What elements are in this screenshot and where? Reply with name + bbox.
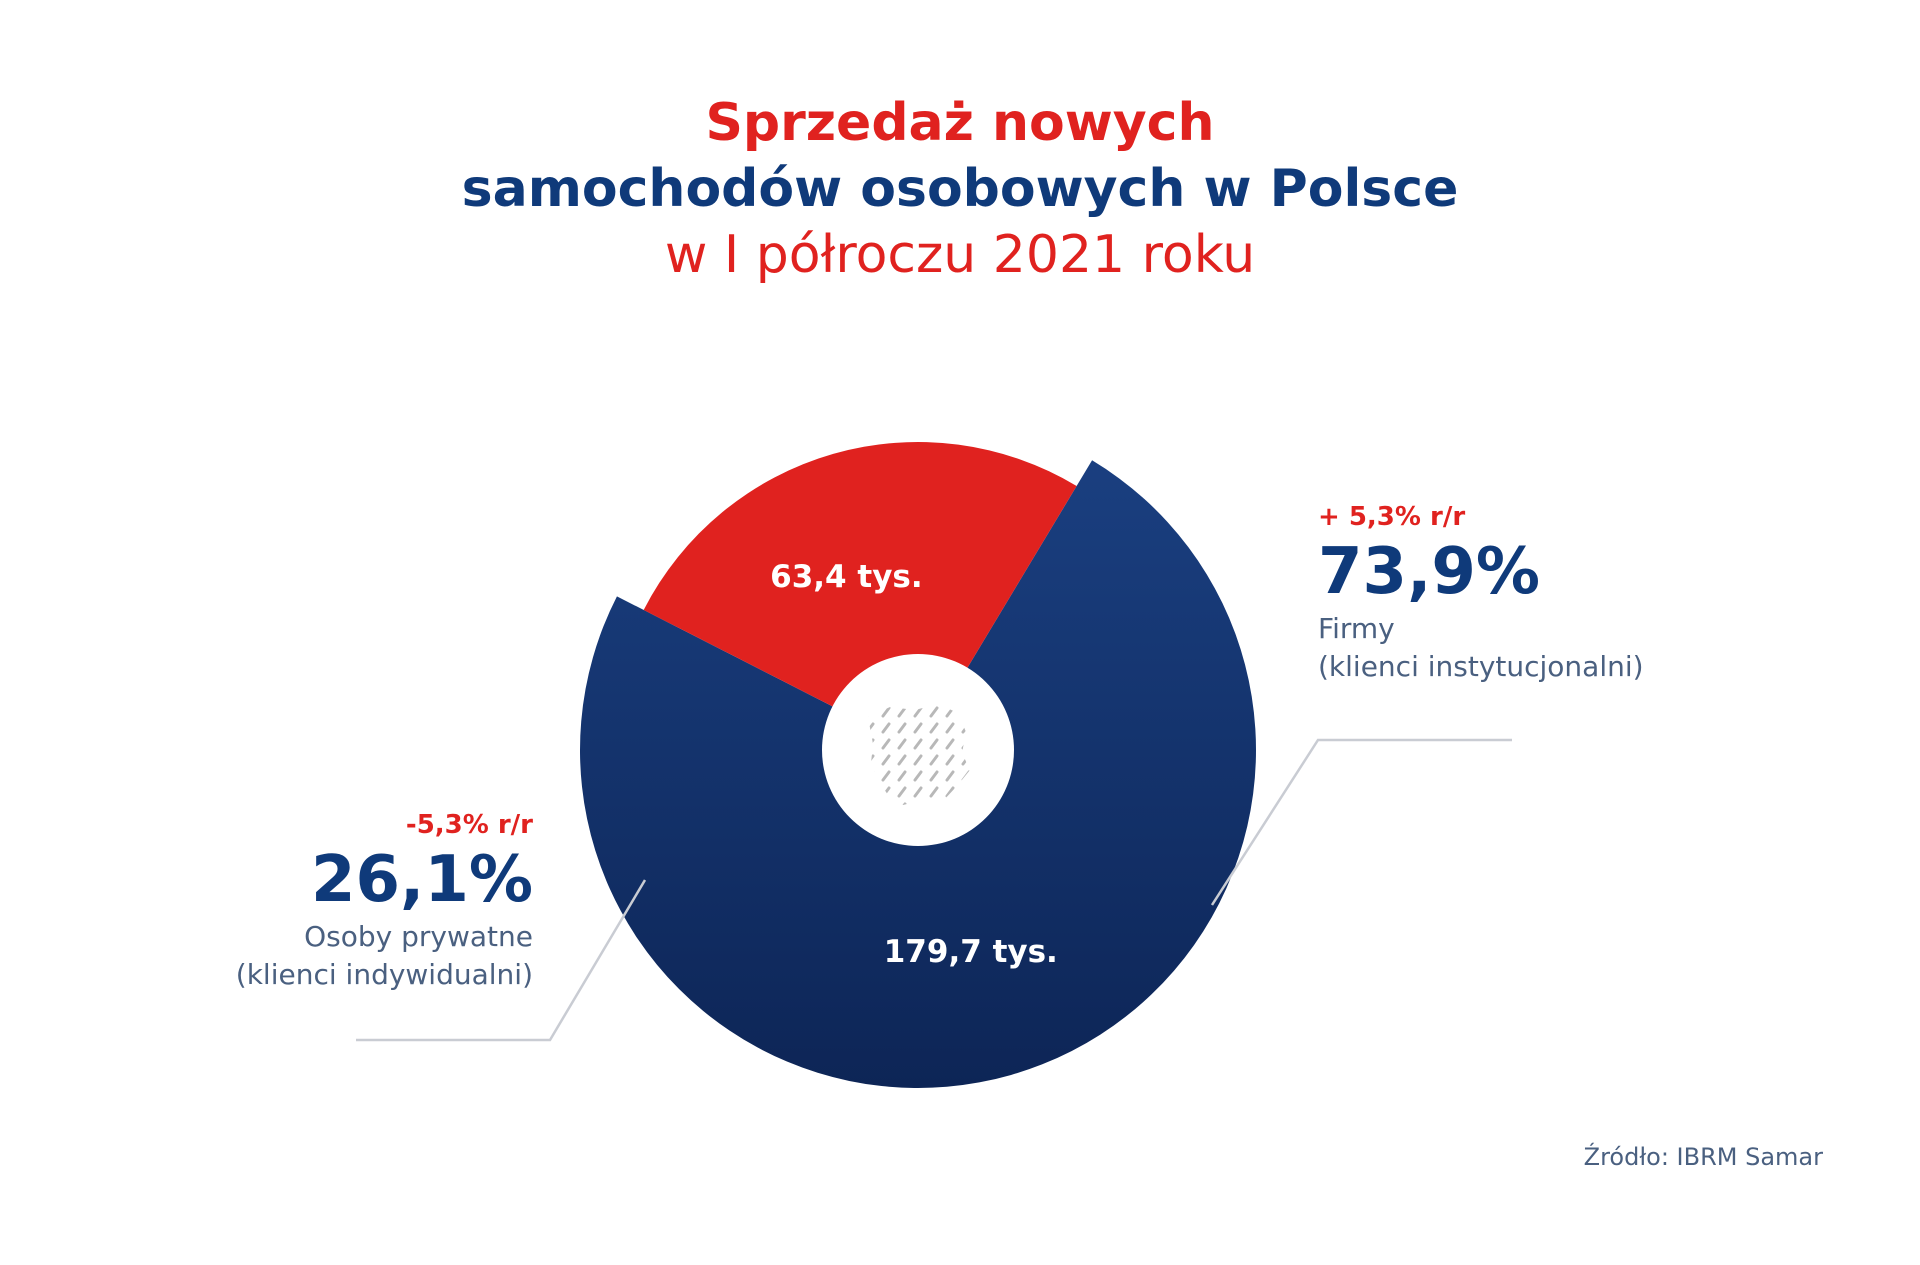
source-note: Źródło: IBRM Samar (1583, 1143, 1823, 1171)
value-label-firmy: 179,7 tys. (884, 934, 1058, 970)
poland-map-icon (868, 704, 970, 805)
percent-label-firmy: 73,9% (1318, 535, 1541, 609)
pie-slice-osoby-prywatne (643, 442, 1077, 750)
title-line-3: w I półroczu 2021 roku (664, 225, 1256, 285)
change-label-osoby-prywatne: -5,3% r/r (405, 810, 533, 840)
title-line-2: samochodów osobowych w Polsce (461, 159, 1459, 219)
title-line-1: Sprzedaż nowych (705, 93, 1215, 153)
name-label-firmy: Firmy (1318, 612, 1395, 645)
leader-line-firmy (1210, 738, 1512, 906)
chart-title: Sprzedaż nowych samochodów osobowych w P… (0, 90, 1920, 288)
percent-label-osoby-prywatne: 26,1% (310, 843, 533, 917)
subname-label-osoby-prywatne: (klienci indywidualni) (235, 958, 533, 991)
callout-firmy: + 5,3% r/r 73,9% Firmy (klienci instytuc… (1318, 500, 1644, 686)
leader-line-osoby-prywatne (356, 879, 647, 1042)
subname-label-firmy: (klienci instytucjonalni) (1318, 650, 1644, 683)
change-label-firmy: + 5,3% r/r (1318, 502, 1466, 532)
name-label-osoby-prywatne: Osoby prywatne (304, 920, 533, 953)
value-label-osoby-prywatne: 63,4 tys. (770, 559, 923, 595)
callout-osoby-prywatne: -5,3% r/r 26,1% Osoby prywatne (klienci … (236, 808, 533, 994)
